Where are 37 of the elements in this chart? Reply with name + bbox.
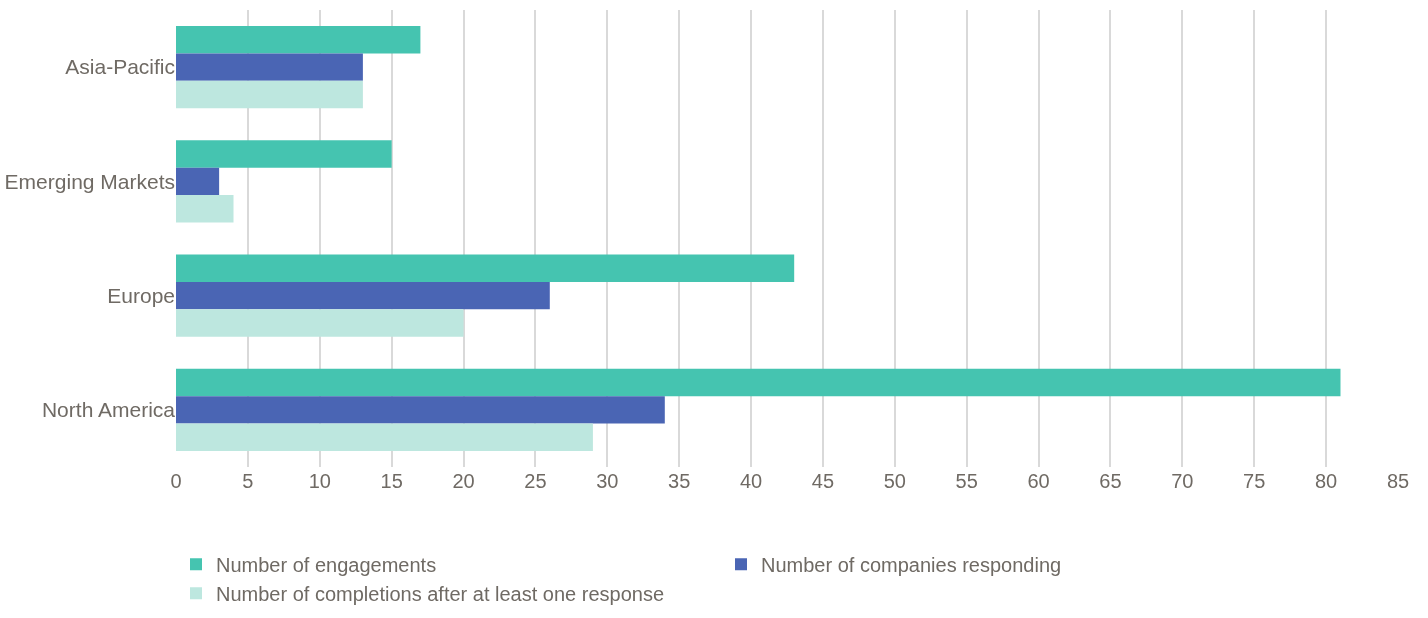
bar [176,140,392,168]
y-tick-label: Asia-Pacific [65,55,175,79]
x-tick-label: 15 [380,470,403,492]
x-tick-label: 60 [1027,470,1050,492]
bar [176,281,550,310]
x-tick-label: 40 [739,470,763,492]
x-tick-label: 85 [1386,470,1410,492]
legend-label: Number of completions after at least one response [216,582,665,605]
bar [176,53,363,81]
bar [176,80,363,109]
y-tick-label: Emerging Markets [4,169,175,193]
legend-label: Number of companies responding [761,553,1062,576]
x-tick-label: 80 [1314,470,1338,492]
bar [176,26,421,54]
y-tick-label: Europe [107,283,175,307]
bar [176,423,593,452]
bar [176,195,234,223]
x-tick-label: 35 [668,470,691,492]
bar [176,368,1341,397]
x-tick-label: 75 [1243,470,1266,492]
bar [176,309,464,337]
bar [176,254,795,282]
bar [176,167,220,196]
x-tick-label: 5 [242,470,254,492]
x-tick-label: 65 [1099,470,1122,492]
x-tick-label: 10 [308,470,331,492]
y-tick-label: North America [41,398,176,422]
bar [176,396,665,424]
x-tick-label: 25 [524,470,547,492]
x-tick-label: 45 [811,470,835,492]
x-tick-label: 50 [883,470,906,492]
legend-label: Number of engagements [216,553,437,576]
x-tick-label: 70 [1171,470,1194,492]
x-tick-label: 30 [596,470,619,492]
x-tick-label: 55 [955,470,978,492]
x-tick-label: 20 [452,470,475,492]
x-tick-label: 0 [170,470,182,492]
